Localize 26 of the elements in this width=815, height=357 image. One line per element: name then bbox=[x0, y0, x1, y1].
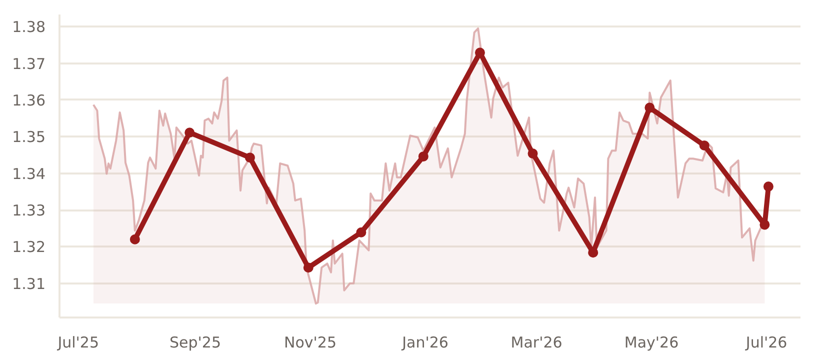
point bbox=[644, 102, 655, 113]
x-tick-label: Sep'25 bbox=[170, 334, 221, 352]
y-tick-label: 1.31 bbox=[12, 274, 46, 293]
point bbox=[418, 151, 428, 162]
point bbox=[760, 220, 770, 230]
x-tick-label: Nov'25 bbox=[284, 334, 337, 352]
point bbox=[699, 140, 710, 150]
x-tick-label: Jul'26 bbox=[744, 334, 788, 352]
point bbox=[356, 227, 366, 238]
x-tick-label: May'26 bbox=[624, 334, 679, 352]
point bbox=[130, 234, 140, 244]
y-tick-label: 1.35 bbox=[12, 128, 46, 146]
point bbox=[184, 128, 195, 138]
point bbox=[244, 152, 255, 163]
x-tick-label: Jul'25 bbox=[56, 334, 100, 352]
y-tick-label: 1.33 bbox=[12, 202, 46, 220]
y-tick-label: 1.36 bbox=[12, 91, 46, 110]
x-tick-label: Mar'26 bbox=[510, 334, 562, 352]
y-tick-label: 1.34 bbox=[12, 164, 46, 183]
x-tick-label: Jan'26 bbox=[401, 334, 448, 352]
point bbox=[763, 182, 774, 192]
point bbox=[528, 148, 538, 159]
point bbox=[303, 262, 314, 273]
y-tick-label: 1.38 bbox=[12, 18, 46, 36]
y-tick-label: 1.37 bbox=[12, 54, 46, 73]
y-tick-label: 1.32 bbox=[12, 238, 46, 256]
